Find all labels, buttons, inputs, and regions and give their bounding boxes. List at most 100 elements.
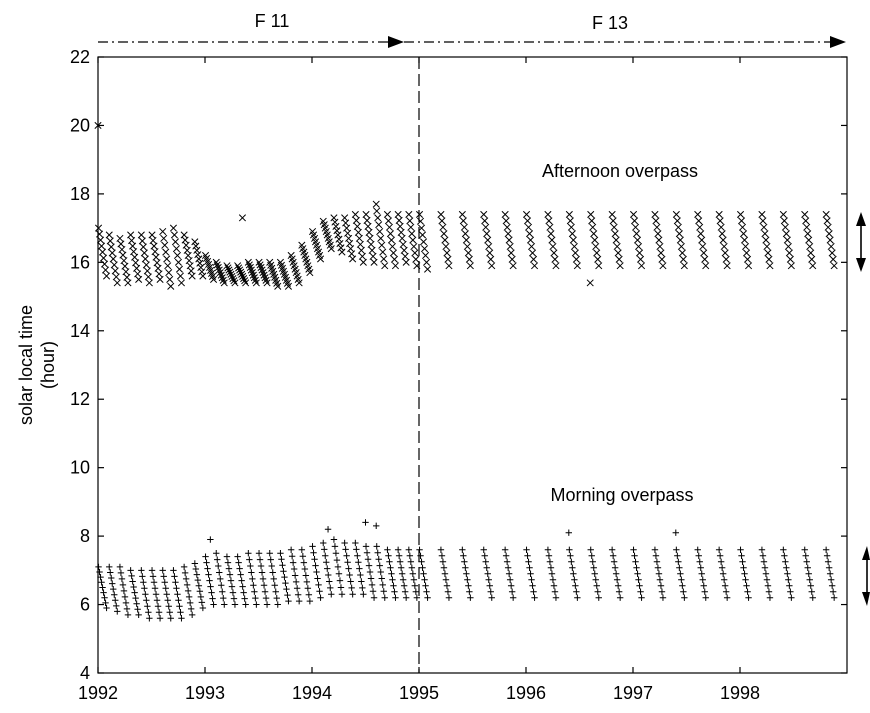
data-point: [385, 552, 392, 559]
data-point: [281, 573, 288, 581]
data-point: [358, 578, 365, 585]
data-point: [191, 560, 199, 567]
data-point: [438, 552, 446, 559]
data-point: [613, 576, 621, 583]
data-point: [96, 568, 103, 576]
data-point: [192, 242, 200, 250]
data-point: [824, 223, 832, 231]
data-point: [280, 567, 287, 575]
data-point: [417, 552, 424, 559]
data-point: [114, 608, 121, 615]
data-point: [148, 231, 156, 239]
data-point: [113, 602, 120, 610]
data-point: [96, 236, 105, 244]
data-point: [592, 242, 600, 251]
y-tick-label: 4: [80, 663, 90, 683]
data-point: [415, 210, 424, 218]
data-point: [173, 585, 180, 592]
data-point: [697, 564, 704, 571]
data-point: [162, 585, 169, 592]
data-point: [488, 594, 495, 601]
data-point: [123, 605, 131, 613]
data-point: [207, 583, 214, 590]
data-point: [485, 576, 492, 583]
data-point: [150, 242, 158, 250]
data-point: [102, 266, 110, 274]
data-point: [246, 556, 253, 563]
data-point: [548, 570, 556, 577]
data-point: [507, 582, 515, 589]
data-point: [143, 597, 150, 604]
data-point: [388, 242, 397, 251]
data-point: [506, 242, 514, 251]
data-point: [191, 238, 199, 246]
data-point: [827, 242, 835, 251]
data-point: [145, 279, 153, 287]
data-point: [638, 262, 646, 270]
data-point: [737, 217, 746, 225]
data-point: [116, 563, 124, 571]
data-point: [302, 572, 310, 579]
data-point: [567, 223, 575, 231]
data-point: [759, 217, 767, 225]
data-point: [343, 552, 350, 559]
data-point: [291, 572, 299, 579]
data-point: [381, 594, 388, 601]
data-point: [132, 594, 139, 602]
data-point: [482, 223, 490, 231]
data-point: [325, 571, 332, 579]
data-point: [739, 558, 746, 565]
data-point: [567, 552, 574, 559]
data-point: [217, 575, 224, 583]
data-point: [480, 210, 488, 218]
data-point: [351, 210, 359, 218]
data-point: [221, 601, 228, 608]
data-point: [486, 249, 494, 257]
data-point: [573, 262, 581, 270]
data-point: [586, 279, 594, 287]
data-point: [699, 576, 706, 583]
data-point: [549, 576, 557, 583]
data-point: [124, 279, 132, 287]
data-point: [740, 564, 747, 571]
data-point: [826, 570, 834, 577]
data-point: [327, 584, 334, 592]
data-point: [509, 594, 517, 601]
data-point: [377, 568, 384, 576]
data-point: [304, 585, 312, 592]
data-point: [239, 272, 247, 281]
data-point: [545, 552, 553, 559]
data-point: [615, 588, 623, 595]
data-point: [226, 571, 234, 578]
data-point: [238, 214, 247, 222]
data-point: [391, 588, 398, 595]
data-point: [659, 594, 667, 601]
data-point: [802, 552, 809, 559]
data-point: [123, 273, 131, 281]
data-point: [188, 611, 196, 619]
data-point: [110, 261, 118, 269]
data-point: [569, 236, 577, 244]
data-point: [781, 552, 788, 559]
data-point: [349, 255, 357, 263]
data-point: [398, 234, 406, 242]
data-point: [458, 210, 466, 218]
data-point: [611, 230, 619, 238]
data-point: [395, 552, 403, 559]
data-point: [809, 262, 817, 270]
data-point: [463, 570, 470, 577]
data-point: [784, 242, 792, 251]
data-point: [234, 553, 241, 560]
data-point: [239, 583, 246, 590]
data-point: [463, 242, 471, 251]
data-point: [610, 223, 618, 231]
data-point: [357, 246, 365, 254]
data-point: [238, 270, 246, 278]
data-point: [396, 222, 404, 230]
data-point: [508, 255, 516, 263]
data-point: [615, 255, 623, 263]
data-point: [376, 562, 383, 569]
data-point: [228, 272, 236, 281]
data-point: [505, 236, 513, 244]
